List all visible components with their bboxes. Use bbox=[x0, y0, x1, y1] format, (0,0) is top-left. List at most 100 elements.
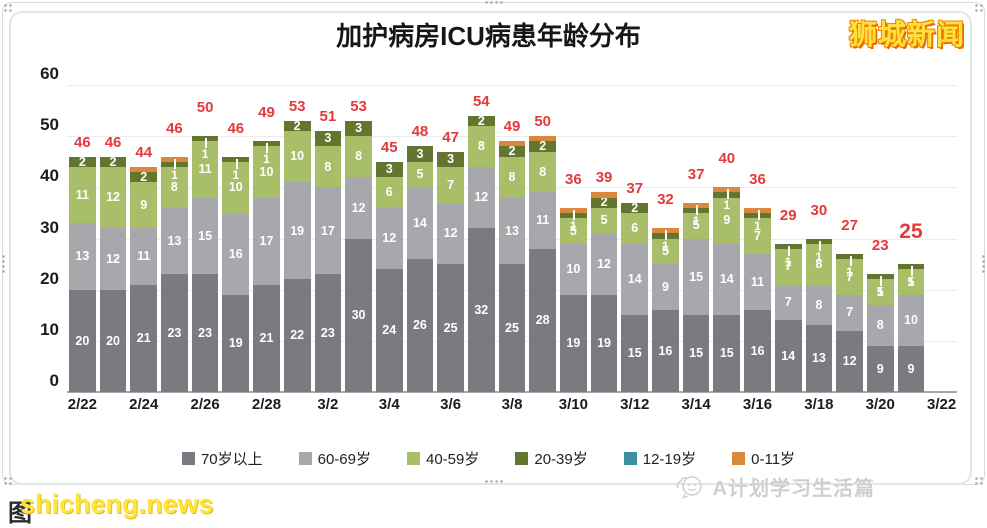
selection-handle-left[interactable] bbox=[1, 254, 6, 274]
leader-line bbox=[665, 230, 668, 241]
x-axis-label-3-12: 3/12 bbox=[620, 396, 650, 413]
segment-0-11岁 bbox=[130, 166, 158, 172]
plot-area: 0 10 20 30 40 50 60 2/22 2/24 2/26 2/28 3/2 3/4 3/6 3/… bbox=[40, 64, 957, 413]
segment-value: 8 bbox=[876, 318, 884, 333]
segment-value-leader: 1 bbox=[723, 198, 731, 213]
legend-swatch-icon bbox=[732, 452, 746, 465]
segment-70岁以上: 9 bbox=[897, 345, 925, 392]
segment-value: 3 bbox=[416, 146, 424, 161]
selection-handle-bottom-left[interactable] bbox=[3, 476, 13, 486]
segment-60-69岁: 12 bbox=[345, 177, 372, 239]
leader-line bbox=[757, 209, 760, 220]
segment-60-69岁: 15 bbox=[682, 238, 710, 316]
segment-20-39岁: 3 bbox=[406, 146, 434, 162]
segment-40-59岁: 10 bbox=[222, 161, 250, 213]
segment-value: 16 bbox=[228, 246, 243, 261]
segment-value: 15 bbox=[719, 346, 734, 361]
segment-40-59岁: 5 bbox=[652, 238, 679, 265]
segment-value: 22 bbox=[290, 328, 305, 343]
segment-60-69岁: 12 bbox=[375, 207, 403, 270]
segment-70岁以上: 19 bbox=[560, 294, 587, 392]
segment-value-leader: 1 bbox=[201, 147, 209, 162]
segment-value: 2 bbox=[631, 200, 639, 215]
segment-70岁以上: 15 bbox=[713, 315, 741, 392]
bar-total-2-27: 46 bbox=[227, 119, 245, 137]
segment-40-59岁: 5 bbox=[406, 161, 434, 188]
bar-total-3-4: 45 bbox=[380, 138, 398, 156]
segment-20-39岁: 3 bbox=[437, 151, 464, 167]
segment-40-59岁: 11 bbox=[191, 141, 219, 198]
bar-total-3-16: 36 bbox=[749, 170, 766, 188]
segment-value: 5 bbox=[416, 167, 424, 182]
legend-item-40-59岁: 40-59岁 bbox=[407, 448, 479, 469]
bar-total-3-18: 30 bbox=[810, 201, 828, 219]
y-axis-label-20: 20 bbox=[40, 268, 59, 288]
legend-swatch-icon bbox=[181, 452, 195, 465]
site-logo: 狮城新闻 bbox=[848, 19, 965, 50]
x-axis-label-3-20: 3/20 bbox=[865, 396, 895, 413]
segment-60-69岁: 15 bbox=[191, 197, 219, 275]
segment-70岁以上: 9 bbox=[866, 345, 894, 392]
segment-70岁以上: 28 bbox=[529, 248, 557, 392]
x-axis-label-2-22: 2/22 bbox=[67, 396, 97, 413]
segment-value-leader: 1 bbox=[662, 239, 669, 254]
segment-40-59岁: 5 bbox=[560, 218, 587, 244]
segment-70岁以上: 23 bbox=[191, 274, 219, 392]
segment-value: 19 bbox=[597, 336, 612, 351]
segment-value: 5 bbox=[661, 244, 669, 259]
selection-handle-top-left[interactable] bbox=[3, 3, 13, 13]
x-axis-label-3-6: 3/6 bbox=[440, 396, 462, 413]
bar-total-3-20: 23 bbox=[871, 237, 889, 255]
segment-60-69岁: 13 bbox=[498, 197, 526, 265]
segment-value: 5 bbox=[907, 274, 915, 289]
bar-total-3-13: 32 bbox=[657, 191, 674, 209]
selection-handle-bottom-right[interactable] bbox=[974, 476, 984, 486]
segment-value: 7 bbox=[754, 228, 761, 243]
segment-value: 10 bbox=[566, 261, 581, 276]
segment-value: 23 bbox=[320, 325, 335, 340]
segment-value-leader: 1 bbox=[232, 167, 240, 182]
bar-total-2-23: 46 bbox=[104, 133, 122, 151]
segment-70岁以上: 16 bbox=[652, 310, 679, 392]
segment-60-69岁: 7 bbox=[836, 294, 863, 331]
segment-value: 19 bbox=[228, 336, 243, 351]
y-axis-label-50: 50 bbox=[40, 115, 59, 135]
bar-total-3-15: 40 bbox=[718, 150, 736, 168]
account-avatar-icon bbox=[676, 475, 702, 499]
segment-70岁以上: 25 bbox=[498, 264, 526, 392]
account-name: A计划学习生活篇 bbox=[712, 478, 875, 500]
watermark-english: shicheng.news bbox=[20, 489, 214, 519]
segment-value: 10 bbox=[228, 180, 243, 195]
selection-handle-bottom[interactable] bbox=[483, 479, 504, 484]
segment-value: 2 bbox=[539, 139, 547, 154]
leader-line bbox=[910, 266, 913, 277]
segment-value: 8 bbox=[477, 139, 485, 154]
segment-value: 20 bbox=[75, 333, 90, 348]
segment-value: 14 bbox=[412, 215, 427, 230]
segment-value: 16 bbox=[750, 343, 765, 358]
segment-value: 12 bbox=[443, 226, 458, 241]
segment-20-39岁: 2 bbox=[590, 196, 618, 208]
gridline-y-60 bbox=[67, 85, 957, 86]
leader-line bbox=[266, 143, 269, 154]
bar-total-2-22: 46 bbox=[74, 133, 91, 151]
leader-line bbox=[696, 204, 699, 215]
bar-total-2-26: 50 bbox=[196, 99, 214, 117]
selection-handle-top-right[interactable] bbox=[974, 3, 984, 13]
segment-value: 9 bbox=[907, 361, 915, 376]
segment-value: 11 bbox=[75, 187, 89, 202]
segment-value: 17 bbox=[320, 223, 335, 238]
segment-value: 12 bbox=[382, 231, 397, 246]
segment-70岁以上: 21 bbox=[130, 284, 158, 392]
segment-value: 7 bbox=[784, 295, 792, 310]
leader-line bbox=[573, 209, 576, 220]
selection-handle-right[interactable] bbox=[981, 254, 986, 274]
segment-70岁以上: 24 bbox=[375, 269, 403, 392]
segment-value: 15 bbox=[689, 269, 704, 284]
segment-value-leader: 1 bbox=[570, 218, 577, 233]
segment-value: 2 bbox=[78, 154, 86, 169]
segment-value: 9 bbox=[140, 198, 148, 212]
selection-handle-top[interactable] bbox=[483, 0, 504, 5]
leader-line bbox=[788, 245, 791, 256]
segment-value: 14 bbox=[781, 348, 796, 363]
